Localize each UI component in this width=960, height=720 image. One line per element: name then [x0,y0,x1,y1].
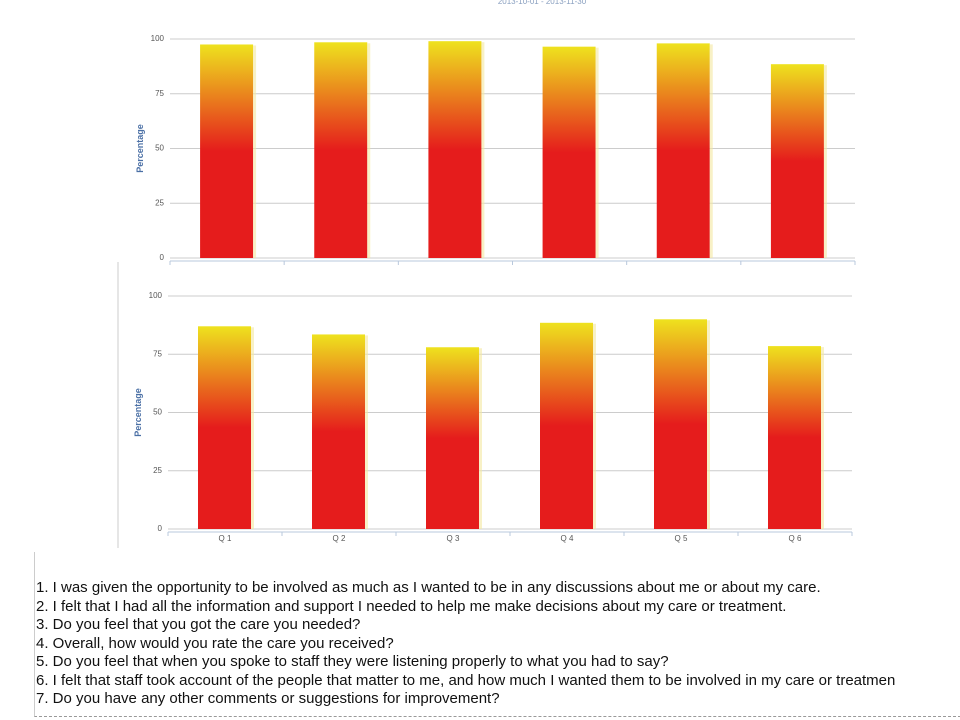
question: 3. Do you feel that you got the care you… [36,616,361,633]
bar [426,347,479,529]
bar [654,319,707,529]
x-tick-label: Q 1 [219,534,232,543]
bar [314,42,368,258]
y-tick-label: 50 [153,408,162,417]
bar-highlight [479,348,482,529]
bar-highlight [593,323,596,529]
bar [428,41,482,258]
question: 5. Do you feel that when you spoke to st… [36,653,669,670]
bar-highlight [709,44,713,258]
bar [768,346,821,529]
question: 1. I was given the opportunity to be inv… [36,579,821,596]
bar-highlight [823,65,827,258]
y-tick-label: 0 [160,253,165,262]
y-tick-label: 0 [158,524,163,533]
charts: 2013-10-01 - 2013-11-30 0 25 50 75 100 Percent… [117,0,856,548]
y-tick-label: 100 [149,291,163,300]
y-tick-label: 75 [155,89,164,98]
x-tick-label: Q 5 [675,534,688,543]
question: 4. Overall, how would you rate the care … [36,634,394,652]
y-axis-label: Percentage [135,124,145,173]
y-axis-label: Percentage [133,388,143,437]
bar-highlight [365,335,368,529]
bar [656,43,710,258]
x-tick-label: Q 4 [561,534,574,543]
bar-highlight [821,347,824,529]
bar [540,322,593,529]
bar [198,326,251,529]
x-tick-label: Q 3 [447,534,460,543]
subtitle: 2013-10-01 - 2013-11-30 [498,0,587,6]
bar-highlight [253,45,257,258]
bar [312,334,365,529]
y-tick-label: 25 [153,466,162,475]
y-tick-label: 25 [155,198,164,207]
bar [542,46,596,258]
question: 7. Do you have any other comments or sug… [36,690,500,707]
bar-highlight [707,320,710,529]
bar-highlight [251,327,254,529]
x-tick-label: Q 6 [789,534,802,543]
x-tick-label: Q 2 [333,534,346,543]
bar-highlight [481,42,485,258]
bar-highlight [595,47,599,258]
y-tick-label: 50 [155,144,164,153]
questions-frame [34,552,960,717]
y-tick-label: 100 [151,34,165,43]
bar [770,64,824,258]
questions: 1. I was given the opportunity to be inv… [36,579,895,709]
bar [200,44,254,258]
bar-highlight [367,43,371,258]
question: 6. I felt that staff took account of the… [36,671,896,689]
question: 2. I felt that I had all the information… [36,597,787,615]
y-tick-label: 75 [153,349,162,358]
